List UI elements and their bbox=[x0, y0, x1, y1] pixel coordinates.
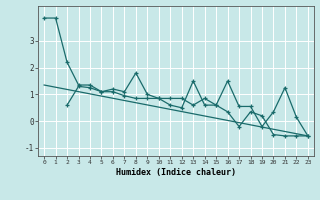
X-axis label: Humidex (Indice chaleur): Humidex (Indice chaleur) bbox=[116, 168, 236, 177]
